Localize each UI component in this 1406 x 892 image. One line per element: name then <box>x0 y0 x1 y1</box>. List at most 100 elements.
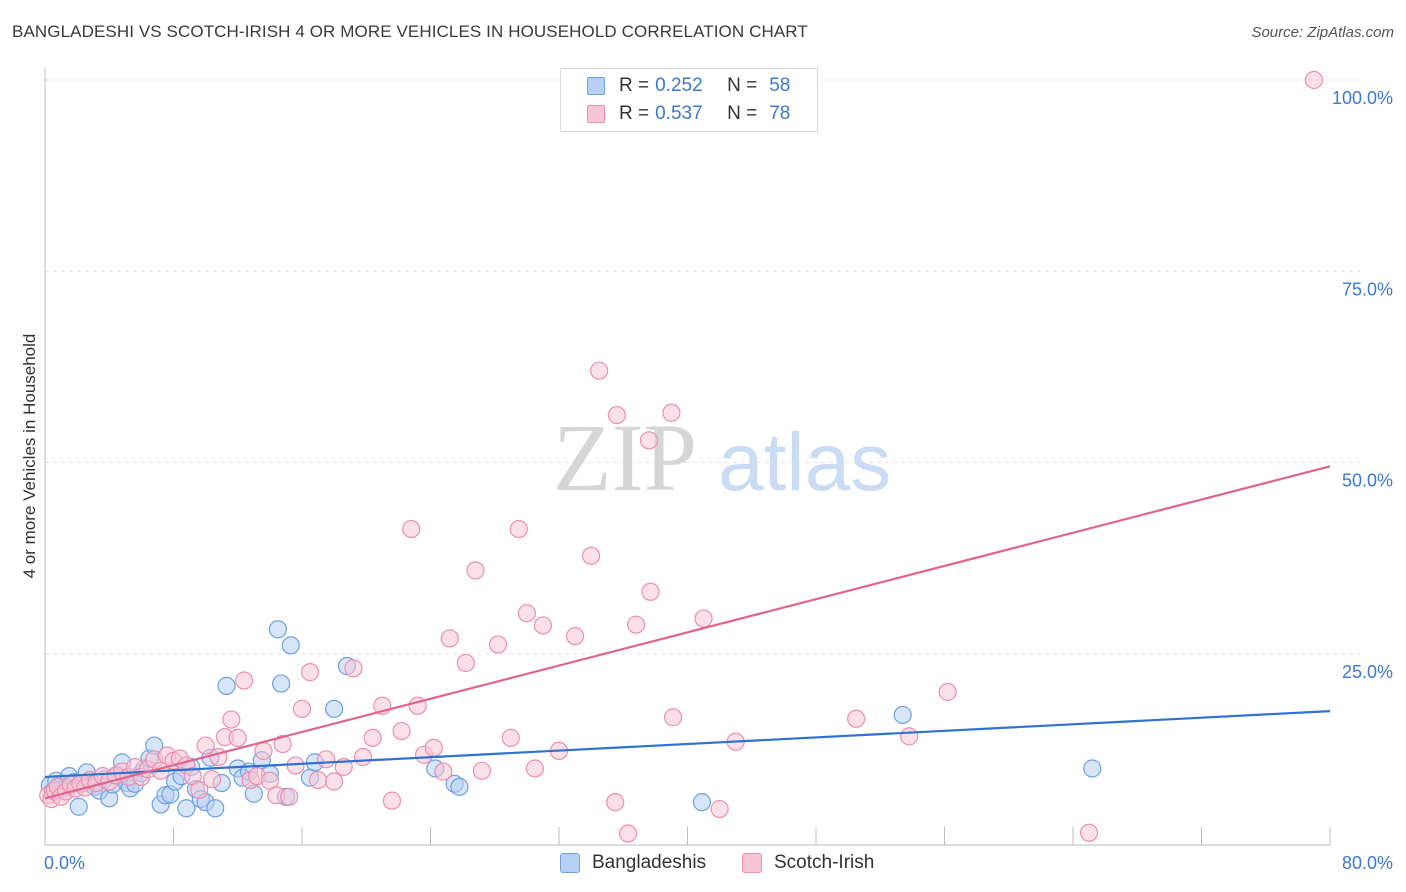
point-bangladeshis-8 <box>69 797 88 816</box>
point-bangladeshis-47 <box>272 674 291 693</box>
point-bangladeshis-39 <box>217 676 236 695</box>
watermark-atlas: atlas <box>718 417 891 508</box>
point-scotch-irish-28 <box>196 736 215 755</box>
point-scotch-irish-44 <box>300 663 320 682</box>
trend-line-scotch-irish <box>44 465 1331 800</box>
point-scotch-irish-80 <box>662 403 681 422</box>
point-scotch-irish-61 <box>456 653 475 673</box>
stats-legend: R = 0.252 N = 58 R = 0.537 N = 78 <box>560 68 818 132</box>
legend-swatch-scotch-irish <box>742 853 762 873</box>
point-scotch-irish-40 <box>273 734 292 754</box>
point-scotch-irish-46 <box>316 750 336 769</box>
point-scotch-irish-86 <box>900 727 919 746</box>
point-scotch-irish-72 <box>582 546 601 565</box>
legend-swatch-bangladeshis <box>587 77 605 95</box>
point-scotch-irish-62 <box>466 561 485 580</box>
point-scotch-irish-64 <box>488 635 508 654</box>
point-scotch-irish-68 <box>525 759 545 778</box>
point-scotch-irish-69 <box>533 616 553 635</box>
point-scotch-irish-82 <box>694 609 713 628</box>
point-scotch-irish-54 <box>392 721 411 741</box>
legend-swatch-bangladeshis <box>560 853 580 873</box>
point-scotch-irish-50 <box>353 747 373 767</box>
y-axis-label: 4 or more Vehicles in Household <box>20 334 39 579</box>
point-scotch-irish-37 <box>254 741 273 761</box>
legend-label-scotch-irish: Scotch-Irish <box>774 852 875 873</box>
point-scotch-irish-47 <box>325 772 344 791</box>
legend-item-scotch-irish[interactable]: Scotch-Irish <box>742 852 874 874</box>
point-scotch-irish-34 <box>235 671 254 690</box>
point-scotch-irish-27 <box>190 780 209 800</box>
point-bangladeshis-31 <box>177 799 196 818</box>
tick-labels: 25.0% 50.0% 75.0% 100.0% 0.0% 80.0% <box>44 88 1393 873</box>
point-bangladeshis-37 <box>206 799 225 818</box>
legend-r-label: R = <box>619 103 650 124</box>
data-points <box>39 70 1324 843</box>
point-scotch-irish-66 <box>509 519 528 539</box>
y-tick-label-0: 25.0% <box>1342 662 1393 682</box>
trend-line-bangladeshis <box>44 710 1331 779</box>
legend-n-value: 58 <box>769 75 791 96</box>
legend-r-value: 0.537 <box>655 103 703 124</box>
legend-label-bangladeshis: Bangladeshis <box>592 852 707 873</box>
y-tick-label-1: 50.0% <box>1342 471 1393 491</box>
grid-lines <box>45 79 1360 655</box>
chart-title: BANGLADESHI VS SCOTCH-IRISH 4 OR MORE VE… <box>12 22 808 41</box>
point-scotch-irish-87 <box>938 682 957 702</box>
legend-n-value: 78 <box>769 103 791 124</box>
point-scotch-irish-78 <box>639 431 659 450</box>
point-scotch-irish-73 <box>590 361 609 380</box>
point-bangladeshis-48 <box>281 636 300 655</box>
point-bangladeshis-46 <box>268 620 288 639</box>
point-bangladeshis-59 <box>1083 759 1102 778</box>
point-scotch-irish-85 <box>847 709 866 728</box>
point-scotch-irish-76 <box>618 824 638 843</box>
point-scotch-irish-43 <box>292 699 312 718</box>
point-scotch-irish-75 <box>607 405 626 425</box>
legend-row-bangladeshis: R = 0.252 N = 58 <box>561 73 790 99</box>
point-scotch-irish-60 <box>440 629 459 648</box>
point-bangladeshis-56 <box>450 777 469 796</box>
y-tick-label-3: 100.0% <box>1332 88 1393 108</box>
chart-source: Source: ZipAtlas.com <box>1251 24 1394 41</box>
legend-row-scotch-irish: R = 0.537 N = 78 <box>561 101 790 127</box>
watermark-zip: ZIP <box>553 404 697 511</box>
point-scotch-irish-79 <box>641 582 660 601</box>
point-scotch-irish-55 <box>402 519 421 539</box>
watermark: ZIP atlas <box>553 404 891 511</box>
point-scotch-irish-51 <box>363 728 382 748</box>
legend-item-bangladeshis[interactable]: Bangladeshis <box>560 852 706 874</box>
point-scotch-irish-89 <box>1304 70 1324 90</box>
series-legend: Bangladeshis Scotch-Irish <box>0 852 1406 876</box>
axes <box>44 68 1331 846</box>
x-tick-label-1: 80.0% <box>1342 853 1393 873</box>
point-scotch-irish-71 <box>565 627 585 646</box>
point-scotch-irish-88 <box>1079 823 1099 842</box>
x-tick-label-0: 0.0% <box>44 853 85 873</box>
legend-swatch-scotch-irish <box>587 105 605 123</box>
legend-n-label: N = <box>727 103 758 124</box>
point-scotch-irish-81 <box>663 708 683 727</box>
legend-r-label: R = <box>619 75 650 96</box>
point-scotch-irish-59 <box>434 762 453 781</box>
point-scotch-irish-67 <box>517 604 536 623</box>
point-scotch-irish-65 <box>501 728 520 748</box>
point-scotch-irish-83 <box>710 799 729 819</box>
point-scotch-irish-45 <box>308 770 328 790</box>
point-scotch-irish-74 <box>606 793 625 812</box>
point-scotch-irish-53 <box>382 791 402 810</box>
point-scotch-irish-63 <box>472 761 491 780</box>
point-scotch-irish-29 <box>202 770 222 789</box>
point-scotch-irish-32 <box>222 710 241 729</box>
point-bangladeshis-58 <box>893 705 912 725</box>
point-scotch-irish-33 <box>228 728 247 748</box>
y-tick-label-2: 75.0% <box>1342 279 1393 299</box>
point-scotch-irish-77 <box>626 615 646 634</box>
point-scotch-irish-58 <box>424 738 443 757</box>
point-bangladeshis-52 <box>325 699 344 718</box>
legend-n-label: N = <box>727 75 758 96</box>
point-scotch-irish-49 <box>344 659 363 678</box>
point-bangladeshis-57 <box>692 793 712 812</box>
point-scotch-irish-41 <box>280 787 299 806</box>
